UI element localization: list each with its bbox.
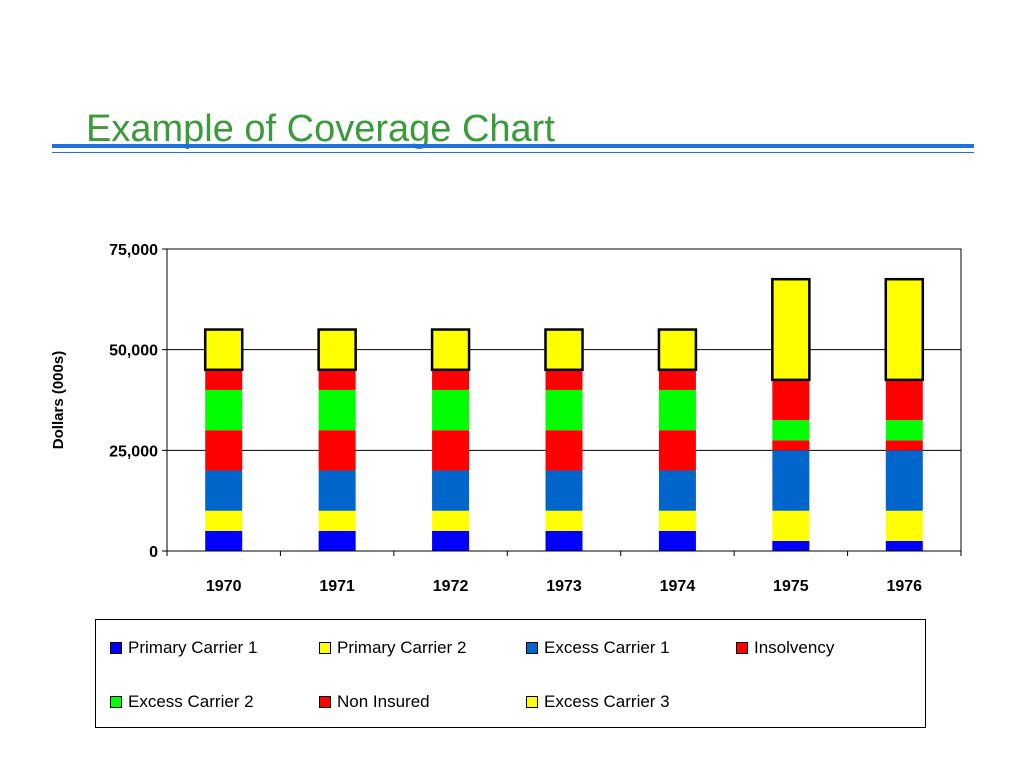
- legend-item-excess-carrier-3: Excess Carrier 3: [526, 692, 670, 712]
- x-tick-label: 1976: [886, 578, 922, 595]
- bar-segment-1973-s6: [544, 328, 584, 372]
- y-tick-label: 75,000: [109, 242, 158, 259]
- bar-segment-1973-s2: [545, 470, 583, 511]
- legend-swatch: [736, 642, 748, 654]
- bar-segment-1972-s2: [432, 470, 470, 511]
- legend-item-primary-carrier-1: Primary Carrier 1: [110, 638, 257, 658]
- bar-segment-1975-s6: [771, 277, 811, 382]
- bar-segment-1974-s6: [657, 328, 698, 372]
- bar-segment-1974-s1: [658, 510, 696, 531]
- y-tick-label: 25,000: [109, 443, 158, 460]
- bar-segment-1974-s4: [658, 389, 696, 431]
- bar-segment-1970-s1: [205, 510, 243, 531]
- plot-frame: [166, 248, 962, 552]
- legend-item-excess-carrier-1: Excess Carrier 1: [526, 638, 670, 658]
- bar-segment-1972-s6: [430, 328, 471, 372]
- bar-segment-1973-s4: [545, 389, 583, 431]
- bar-segment-1975-s4: [772, 420, 810, 441]
- bar-segment-1971-s1: [318, 510, 356, 531]
- bar-segment-1976-s5: [885, 379, 923, 421]
- bar-segment-1974-s3: [658, 430, 696, 471]
- bars-layer: [203, 277, 925, 551]
- bar-segment-1972-s5: [432, 369, 470, 390]
- title-rule-thin: [52, 152, 974, 153]
- legend-label: Insolvency: [754, 638, 835, 657]
- legend-label: Primary Carrier 1: [128, 638, 258, 657]
- legend-label: Non Insured: [337, 692, 430, 711]
- legend-swatch: [319, 696, 331, 708]
- y-tick-label: 0: [149, 544, 158, 561]
- y-tick-label: 50,000: [109, 343, 158, 360]
- bar-segment-1975-s2: [772, 450, 810, 511]
- legend-swatch: [110, 642, 122, 654]
- x-tick-label: 1975: [773, 578, 809, 595]
- bar-segment-1970-s3: [205, 430, 243, 471]
- x-tick-label: 1974: [660, 578, 696, 595]
- bar-segment-1974-s5: [658, 369, 696, 390]
- legend-label: Excess Carrier 1: [544, 638, 670, 657]
- bar-segment-1973-s1: [545, 510, 583, 531]
- bar-segment-1975-s5: [772, 379, 810, 421]
- bar-segment-1970-s4: [205, 389, 243, 431]
- bar-segment-1974-s2: [658, 470, 696, 511]
- x-tick-label: 1972: [433, 578, 469, 595]
- bar-segment-1972-s1: [432, 510, 470, 531]
- bar-segment-1972-s4: [432, 389, 470, 431]
- bar-segment-1973-s0: [545, 530, 583, 551]
- bar-segment-1971-s4: [318, 389, 356, 431]
- axis-layer: 0 25,000 50,000 75,000 1970 1971 1972 1973 1974 1…: [109, 242, 962, 595]
- legend-swatch: [526, 696, 538, 708]
- legend-swatch: [526, 642, 538, 654]
- coverage-chart: 0 25,000 50,000 75,000 1970 1971 1972 1973 1974 1…: [50, 242, 962, 595]
- legend-item-insolvency: Insolvency: [736, 638, 834, 658]
- bar-segment-1972-s0: [432, 530, 470, 551]
- bar-segment-1976-s0: [885, 540, 923, 551]
- legend-swatch: [110, 696, 122, 708]
- bar-segment-1976-s6: [884, 277, 925, 382]
- bar-segment-1971-s3: [318, 430, 356, 471]
- bar-segment-1976-s2: [885, 450, 923, 511]
- bar-segment-1972-s3: [432, 430, 470, 471]
- y-axis-title: Dollars (000s): [50, 351, 67, 449]
- legend-label: Excess Carrier 3: [544, 692, 670, 711]
- bar-segment-1970-s5: [205, 369, 243, 390]
- legend-item-non-insured: Non Insured: [319, 692, 430, 712]
- x-tick-label: 1973: [546, 578, 582, 595]
- legend-item-excess-carrier-2: Excess Carrier 2: [110, 692, 254, 712]
- bar-segment-1975-s0: [772, 540, 810, 551]
- bar-segment-1974-s0: [658, 530, 696, 551]
- x-tick-label: 1971: [319, 578, 355, 595]
- bar-segment-1973-s3: [545, 430, 583, 471]
- bar-segment-1970-s2: [205, 470, 243, 511]
- legend-item-primary-carrier-2: Primary Carrier 2: [319, 638, 466, 658]
- slide-title: Example of Coverage Chart: [86, 108, 555, 150]
- bar-segment-1970-s6: [203, 328, 244, 372]
- legend-label: Excess Carrier 2: [128, 692, 254, 711]
- bar-segment-1975-s3: [772, 440, 810, 451]
- bar-segment-1976-s3: [885, 440, 923, 451]
- legend-swatch: [319, 642, 331, 654]
- bar-segment-1971-s6: [317, 328, 357, 372]
- title-rule-thick: [52, 144, 974, 148]
- bar-segment-1971-s0: [318, 530, 356, 551]
- bar-segment-1973-s5: [545, 369, 583, 390]
- bar-segment-1975-s1: [772, 510, 810, 541]
- bar-segment-1976-s1: [885, 510, 923, 541]
- bar-segment-1971-s5: [318, 369, 356, 390]
- legend: Primary Carrier 1 Primary Carrier 2 Exce…: [95, 619, 926, 728]
- bar-segment-1976-s4: [885, 420, 923, 441]
- bar-segment-1970-s0: [205, 530, 243, 551]
- bar-segment-1971-s2: [318, 470, 356, 511]
- legend-label: Primary Carrier 2: [337, 638, 467, 657]
- x-tick-label: 1970: [206, 578, 242, 595]
